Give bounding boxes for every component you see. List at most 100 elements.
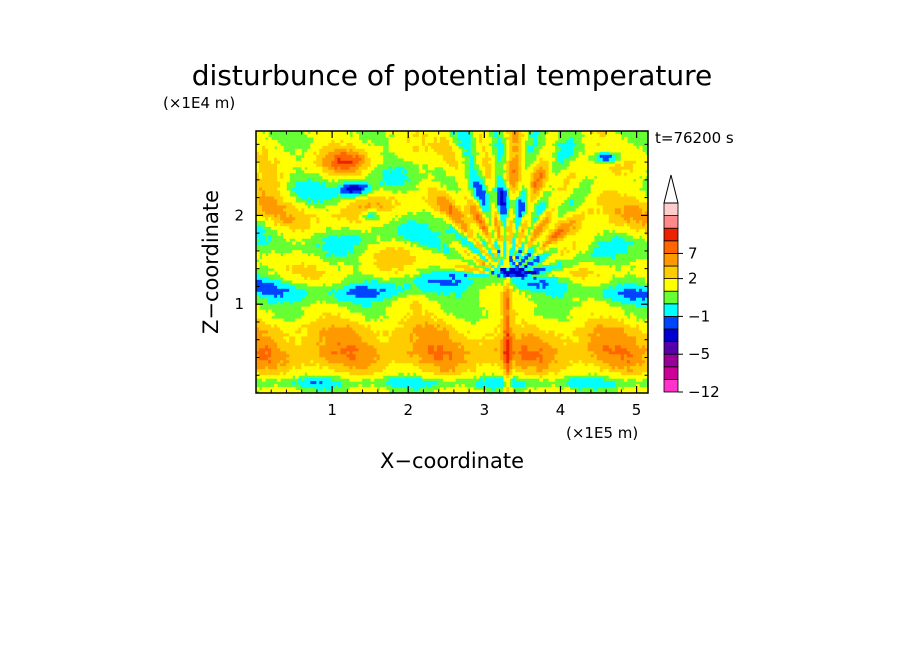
contour-cell <box>370 318 375 323</box>
contour-cell <box>445 172 465 177</box>
contour-cell <box>539 282 544 287</box>
contour-cell <box>343 363 372 367</box>
contour-cell <box>506 369 510 373</box>
contour-cell <box>355 199 393 204</box>
contour-cell <box>578 262 595 266</box>
contour-cell <box>506 303 510 308</box>
contour-cell <box>274 196 284 201</box>
contour-cell <box>503 336 513 341</box>
contour-cell <box>412 160 447 165</box>
contour-cell <box>569 178 583 183</box>
contour-cell <box>467 330 471 335</box>
contour-cell <box>515 226 519 230</box>
contour-cell <box>476 145 483 150</box>
contour-cell <box>349 220 354 224</box>
contour-cell <box>358 256 375 260</box>
contour-cell <box>482 187 486 192</box>
contour-cell <box>427 145 432 150</box>
contour-cell <box>503 360 507 364</box>
contour-cell <box>455 276 468 281</box>
contour-cell <box>394 327 414 332</box>
contour-cell <box>497 208 501 212</box>
contour-cell <box>307 264 317 269</box>
contour-cell <box>635 297 643 302</box>
contour-cell <box>268 235 272 239</box>
contour-cell <box>500 330 504 335</box>
contour-cell <box>439 205 450 210</box>
contour-cell <box>316 381 320 385</box>
contour-cell <box>542 262 550 266</box>
contour-cell <box>439 139 450 144</box>
contour-cell <box>485 384 504 388</box>
contour-cell <box>518 187 522 192</box>
contour-cell <box>614 273 625 278</box>
contour-cell <box>436 136 441 141</box>
contour-cell <box>566 247 574 251</box>
contour-cell <box>476 148 483 153</box>
contour-cell <box>560 148 574 153</box>
contour-cell <box>629 297 637 302</box>
contour-cell <box>316 151 320 156</box>
contour-cell <box>418 181 441 186</box>
contour-cell <box>524 244 528 248</box>
contour-cell <box>316 157 323 162</box>
contour-cell <box>551 220 559 224</box>
contour-cell <box>286 372 305 376</box>
contour-cell <box>322 166 329 171</box>
contour-cell <box>512 345 522 349</box>
contour-cell <box>433 148 453 153</box>
contour-cell <box>479 267 483 272</box>
contour-cell <box>575 157 589 162</box>
contour-cell <box>488 250 492 254</box>
contour-cell <box>518 145 522 150</box>
contour-cell <box>346 324 351 329</box>
contour-cell <box>554 229 559 233</box>
contour-cell <box>539 375 544 379</box>
contour-cell <box>289 369 335 373</box>
contour-cell <box>470 175 480 180</box>
contour-cell <box>566 250 571 254</box>
contour-cell <box>506 166 510 171</box>
contour-cell <box>500 270 504 275</box>
contour-cell <box>482 342 501 346</box>
contour-cell <box>533 235 538 239</box>
contour-cell <box>644 297 648 302</box>
contour-cell <box>325 154 335 159</box>
contour-cell <box>331 214 360 218</box>
contour-cell <box>470 330 495 335</box>
contour-cell <box>506 300 510 305</box>
contour-cell <box>602 208 616 212</box>
contour-cell <box>455 294 462 299</box>
contour-cell <box>509 315 516 320</box>
contour-cell <box>418 145 426 150</box>
contour-cell <box>497 148 504 153</box>
contour-cell <box>370 279 378 284</box>
contour-cell <box>503 309 510 314</box>
contour-cell <box>545 211 553 215</box>
contour-cell <box>325 327 329 332</box>
contour-cell <box>479 139 483 144</box>
contour-cell <box>503 166 507 171</box>
contour-cell <box>458 226 462 230</box>
contour-cell <box>488 312 501 317</box>
contour-cell <box>406 315 411 320</box>
contour-cell <box>545 247 550 251</box>
contour-cell <box>467 232 474 236</box>
contour-cell <box>518 235 525 239</box>
contour-cell <box>439 208 450 212</box>
contour-cell <box>539 232 544 236</box>
contour-cell <box>599 333 628 338</box>
contour-cell <box>328 166 335 171</box>
contour-cell <box>512 384 525 388</box>
contour-cell <box>397 199 426 204</box>
contour-cell <box>313 160 323 165</box>
contour-cell <box>542 217 547 221</box>
contour-cell <box>304 229 326 233</box>
contour-cell <box>382 175 408 180</box>
contour-cell <box>512 297 528 302</box>
contour-cell <box>488 151 492 156</box>
contour-cell <box>506 318 510 323</box>
contour-cell <box>623 282 637 287</box>
contour-cell <box>509 345 513 349</box>
contour-cell <box>602 205 625 210</box>
